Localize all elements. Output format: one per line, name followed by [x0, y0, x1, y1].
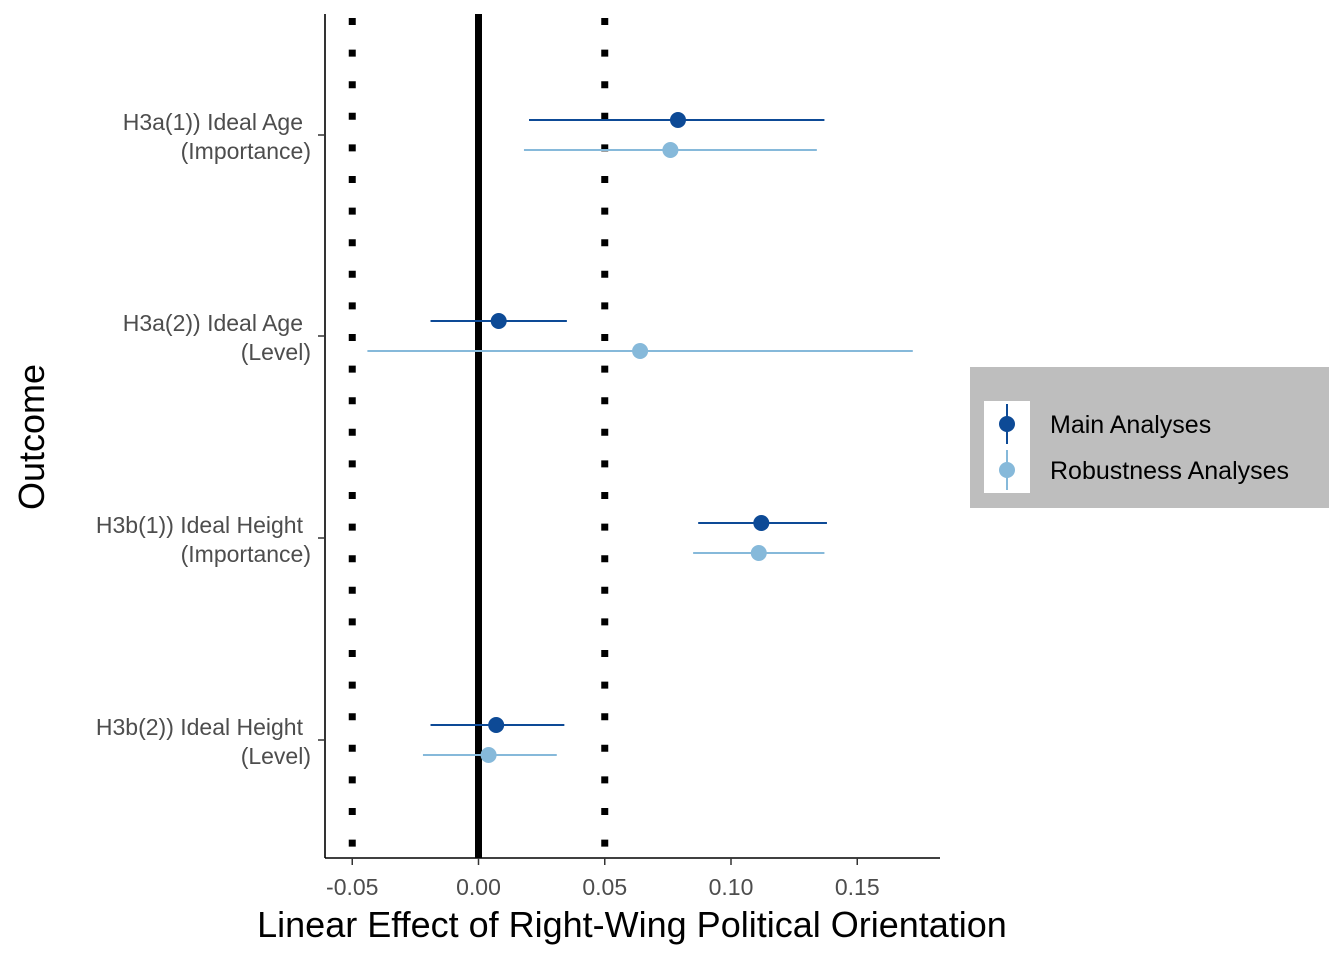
x-tick-label: 0.15	[835, 874, 880, 900]
data-marks	[367, 112, 913, 763]
point-estimate	[632, 343, 649, 359]
point-estimate	[480, 747, 497, 763]
y-tick-label-line1: H3a(1)) Ideal Age	[123, 109, 303, 135]
y-tick-label-line2: (Level)	[241, 339, 311, 365]
y-tick-label-line1: H3a(2)) Ideal Age	[123, 310, 303, 336]
legend-label: Robustness Analyses	[1050, 457, 1289, 485]
legend-key-dot	[999, 462, 1015, 478]
point-estimate	[753, 515, 770, 531]
y-axis-title: Outcome	[11, 364, 52, 510]
y-tick-label-line2: (Importance)	[181, 138, 311, 164]
legend-label: Main Analyses	[1050, 411, 1211, 439]
y-tick-label-line2: (Importance)	[181, 541, 311, 567]
point-estimate	[490, 313, 507, 329]
x-tick-label: 0.10	[709, 874, 754, 900]
y-tick-labels: H3a(1)) Ideal Age (Importance) H3a(2)) Ide…	[96, 109, 325, 769]
x-tick-label: -0.05	[326, 874, 378, 900]
y-tick-label-line1: H3b(1)) Ideal Height	[96, 512, 304, 538]
point-estimate	[662, 142, 679, 158]
x-tick-labels: -0.05 0.00 0.05 0.10 0.15	[326, 858, 880, 900]
x-axis-title: Linear Effect of Right-Wing Political Or…	[257, 904, 1007, 945]
reference-lines	[348, 14, 609, 858]
x-tick-label: 0.00	[456, 874, 501, 900]
x-tick-label: 0.05	[582, 874, 627, 900]
point-estimate	[750, 545, 767, 561]
point-estimate	[669, 112, 686, 128]
legend-key-dot	[999, 416, 1015, 432]
y-tick-label-line1: H3b(2)) Ideal Height	[96, 714, 304, 740]
y-tick-label-line2: (Level)	[241, 743, 311, 769]
legend: Main Analyses Robustness Analyses	[970, 367, 1329, 508]
point-estimate	[488, 717, 505, 733]
